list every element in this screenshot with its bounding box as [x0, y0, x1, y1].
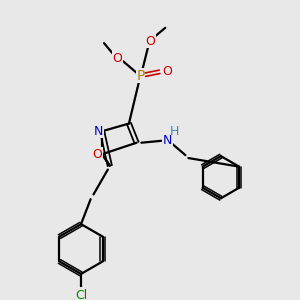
Text: H: H — [170, 125, 180, 138]
Text: O: O — [112, 52, 122, 65]
Text: O: O — [162, 65, 172, 78]
Text: N: N — [94, 125, 103, 138]
Text: P: P — [136, 69, 145, 83]
Text: O: O — [92, 148, 102, 161]
Text: O: O — [145, 35, 155, 48]
Text: Cl: Cl — [75, 289, 87, 300]
Text: N: N — [163, 134, 172, 147]
